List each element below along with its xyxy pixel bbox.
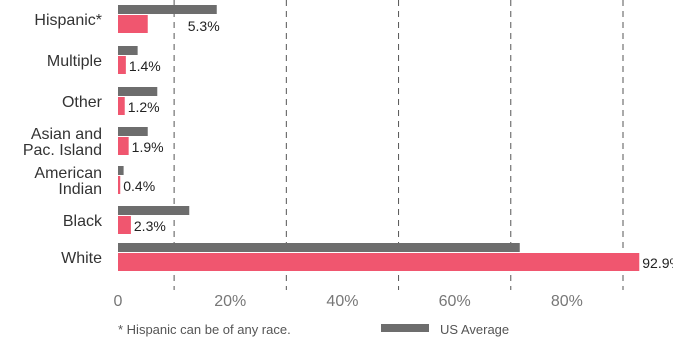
gridlines [173, 0, 624, 290]
bar-value-multiple [118, 56, 126, 74]
x-tick-label: 40% [326, 293, 358, 310]
bar-us-average-asian-and-pac-island [118, 127, 148, 136]
x-tick-label: 80% [551, 293, 583, 310]
x-tick-label: 20% [214, 293, 246, 310]
category-label-american-indian: American Indian [34, 165, 102, 198]
legend-label-us-average: US Average [440, 322, 509, 337]
data-label-white: 92.9% [642, 255, 673, 271]
bar-us-average-hispanic [118, 5, 217, 14]
bar-us-average-american-indian [118, 166, 124, 175]
category-label-black: Black [63, 213, 103, 230]
bar-value-hispanic [118, 15, 148, 33]
bar-value-black [118, 216, 131, 234]
bar-us-average-other [118, 87, 158, 96]
bar-us-average-white [118, 243, 520, 252]
bar-us-average-black [118, 206, 190, 215]
x-tick-label: 60% [439, 293, 471, 310]
legend-swatch-us-average [381, 324, 429, 332]
category-label-white: White [61, 250, 102, 267]
bar-value-asian-and-pac-island [118, 137, 129, 155]
footnote: * Hispanic can be of any race. [118, 322, 291, 337]
category-label-asian-and-pac-island: Asian and Pac. Island [23, 126, 102, 159]
category-labels: Hispanic* Multiple Other Asian and Pac. Isla… [23, 12, 103, 267]
bar-value-american-indian [118, 176, 121, 194]
category-label-multiple: Multiple [47, 53, 102, 70]
bar-value-white [118, 253, 640, 271]
category-label-hispanic: Hispanic* [34, 12, 102, 29]
data-labels: 5.3% 1.4% 1.2% 1.9% 0.4% 2.3% 92.9% [123, 18, 673, 271]
x-tick-label: 0 [114, 293, 123, 310]
bar-us-average-multiple [118, 46, 138, 55]
category-label-other: Other [62, 94, 103, 111]
data-label-american-indian: 0.4% [123, 178, 155, 194]
data-label-black: 2.3% [134, 218, 166, 234]
data-label-hispanic: 5.3% [188, 18, 220, 34]
data-label-asian-and-pac-island: 1.9% [132, 139, 164, 155]
legend: US Average [381, 322, 509, 337]
x-axis-ticks: 0 20% 40% 60% 80% [114, 293, 583, 310]
data-label-multiple: 1.4% [129, 58, 161, 74]
bar-value-other [118, 97, 125, 115]
data-label-other: 1.2% [128, 99, 160, 115]
bars [118, 5, 640, 271]
